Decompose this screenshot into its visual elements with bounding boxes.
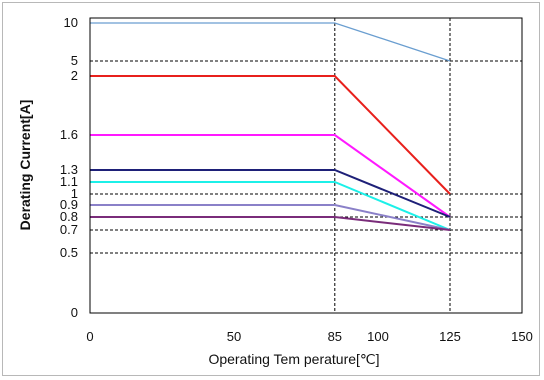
- x-tick-labels: 0 50 85 100 125 150: [86, 329, 532, 344]
- series-line-2: [90, 75, 451, 195]
- y-tick-label: 1: [71, 186, 78, 201]
- y-tick-label: 0.5: [60, 245, 78, 260]
- y-tick-label: 1.6: [60, 127, 78, 142]
- series-line-3: [90, 134, 451, 218]
- y-tick-label: 1.3: [60, 162, 78, 177]
- plot-area: [90, 18, 522, 313]
- x-tick-label: 100: [367, 329, 389, 344]
- series-line-1: [90, 22, 451, 62]
- y-tick-labels: 0 0.5 0.70.80.911.11.3 1.6 25 10: [60, 15, 78, 320]
- y-tick-label: 2: [71, 68, 78, 83]
- x-tick-label: 85: [328, 329, 342, 344]
- y-tick-label: 10: [64, 15, 78, 30]
- series-line-7: [90, 216, 451, 231]
- y-tick-label: 0.7: [60, 222, 78, 237]
- y-tick-label: 1.1: [60, 174, 78, 189]
- series-line-4: [90, 169, 451, 218]
- x-axis-label: Operating Tem perature[℃]: [208, 351, 379, 367]
- x-tick-label: 50: [227, 329, 241, 344]
- series-line-6: [90, 204, 451, 231]
- y-tick-label: 0.9: [60, 197, 78, 212]
- y-tick-label: 5: [71, 53, 78, 68]
- x-tick-label: 150: [511, 329, 533, 344]
- series-line-5: [90, 181, 451, 231]
- series-lines: [90, 22, 451, 231]
- y-axis-label: Derating Current[A]: [17, 100, 33, 231]
- x-tick-label: 0: [86, 329, 93, 344]
- x-tick-label: 125: [439, 329, 461, 344]
- plot-border: [89, 17, 523, 314]
- y-tick-label: 0: [71, 305, 78, 320]
- y-tick-label: 0.8: [60, 209, 78, 224]
